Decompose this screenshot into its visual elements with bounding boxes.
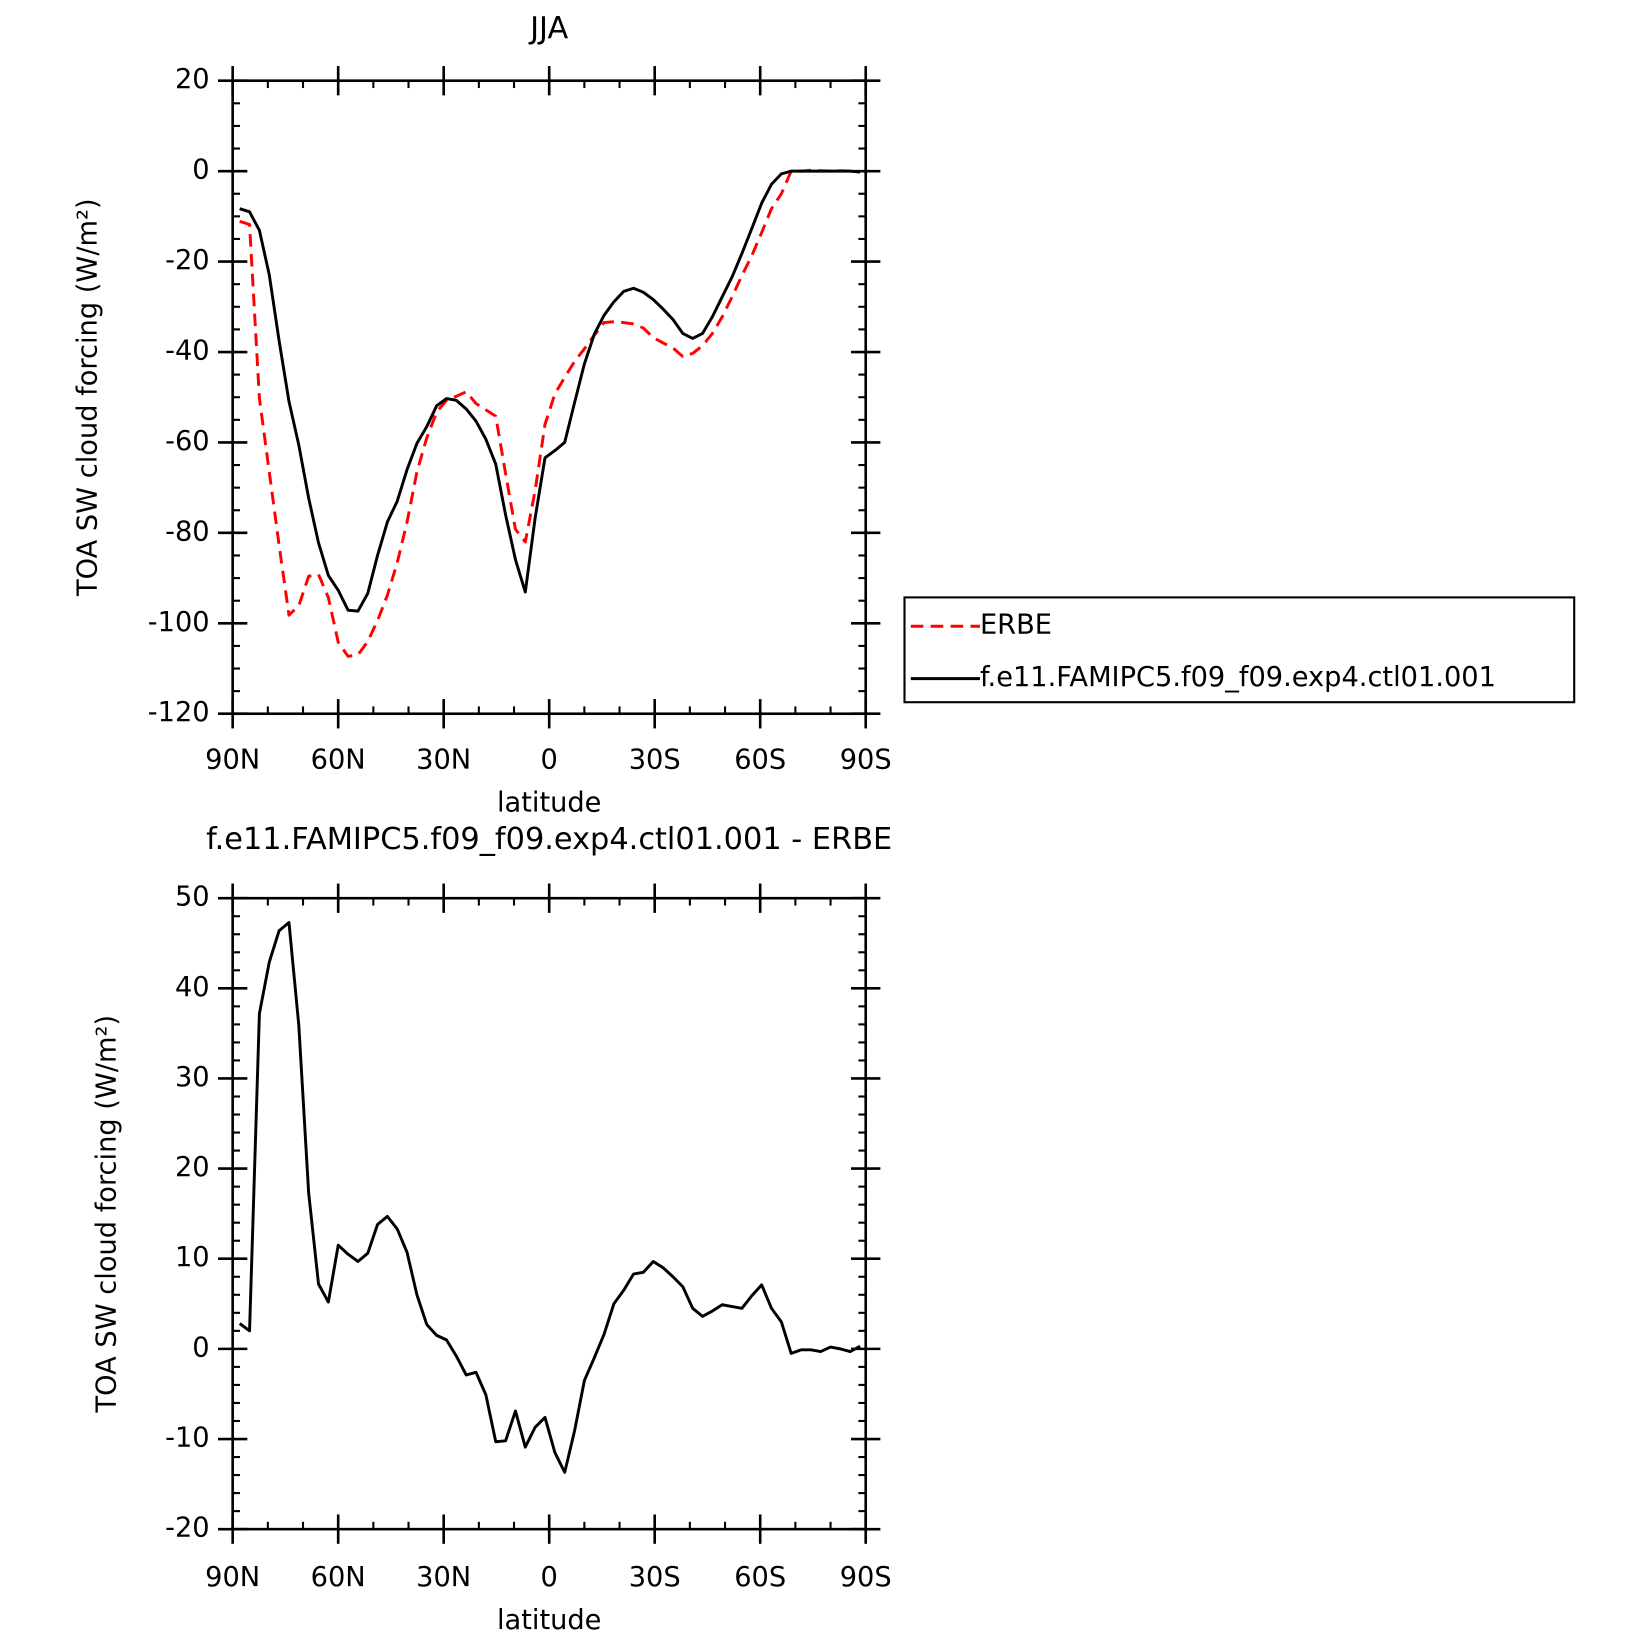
- y-tick-label: -100: [148, 607, 210, 638]
- x-tick-label: 30N: [416, 744, 471, 775]
- x-tick-label: 0: [541, 1562, 558, 1593]
- y-tick-label: 30: [175, 1062, 210, 1093]
- x-tick-label: 30N: [416, 1562, 471, 1593]
- data-line: [238, 921, 861, 1474]
- x-tick-label: 60S: [734, 1562, 786, 1593]
- y-tick-label: -20: [165, 245, 209, 276]
- x-tick-label: 60S: [734, 744, 786, 775]
- y-tick-label: -80: [165, 516, 209, 547]
- x-axis-label: latitude: [497, 1605, 601, 1635]
- x-tick-label: 90S: [840, 1562, 892, 1593]
- data-line: [239, 169, 861, 613]
- y-tick-label: -20: [165, 1513, 209, 1544]
- x-tick-label: 90S: [840, 744, 892, 775]
- y-tick-label: 10: [175, 1242, 210, 1273]
- y-axis-label: TOA SW cloud forcing (W/m²): [73, 198, 104, 597]
- x-tick-label: 90N: [205, 744, 260, 775]
- y-tick-label: 20: [175, 64, 210, 95]
- y-tick-label: -120: [148, 697, 210, 728]
- x-tick-label: 60N: [311, 744, 366, 775]
- x-tick-label: 60N: [311, 1562, 366, 1593]
- chart-title: JJA: [528, 11, 568, 46]
- y-tick-label: -40: [165, 336, 209, 367]
- y-tick-label: 40: [175, 972, 210, 1003]
- x-tick-label: 30S: [629, 744, 681, 775]
- plot-frame: [231, 79, 868, 716]
- data-line: [239, 168, 861, 658]
- legend-label: ERBE: [980, 610, 1052, 641]
- y-tick-label: 50: [175, 882, 210, 913]
- x-tick-label: 90N: [205, 1562, 260, 1593]
- y-tick-label: -10: [165, 1423, 209, 1454]
- chart-title: f.e11.FAMIPC5.f09_f09.exp4.ctl01.001 - E…: [206, 822, 892, 857]
- y-tick-label: 0: [192, 1332, 209, 1363]
- legend-label: f.e11.FAMIPC5.f09_f09.exp4.ctl01.001: [980, 662, 1496, 693]
- y-tick-label: -60: [165, 426, 209, 457]
- y-tick-label: 0: [192, 155, 209, 186]
- x-tick-label: 30S: [629, 1562, 681, 1593]
- y-axis-label: TOA SW cloud forcing (W/m²): [91, 1015, 122, 1414]
- legend-box: [903, 596, 1576, 704]
- x-tick-label: 0: [541, 744, 558, 775]
- x-axis-label: latitude: [497, 787, 601, 818]
- y-tick-label: 20: [175, 1152, 210, 1183]
